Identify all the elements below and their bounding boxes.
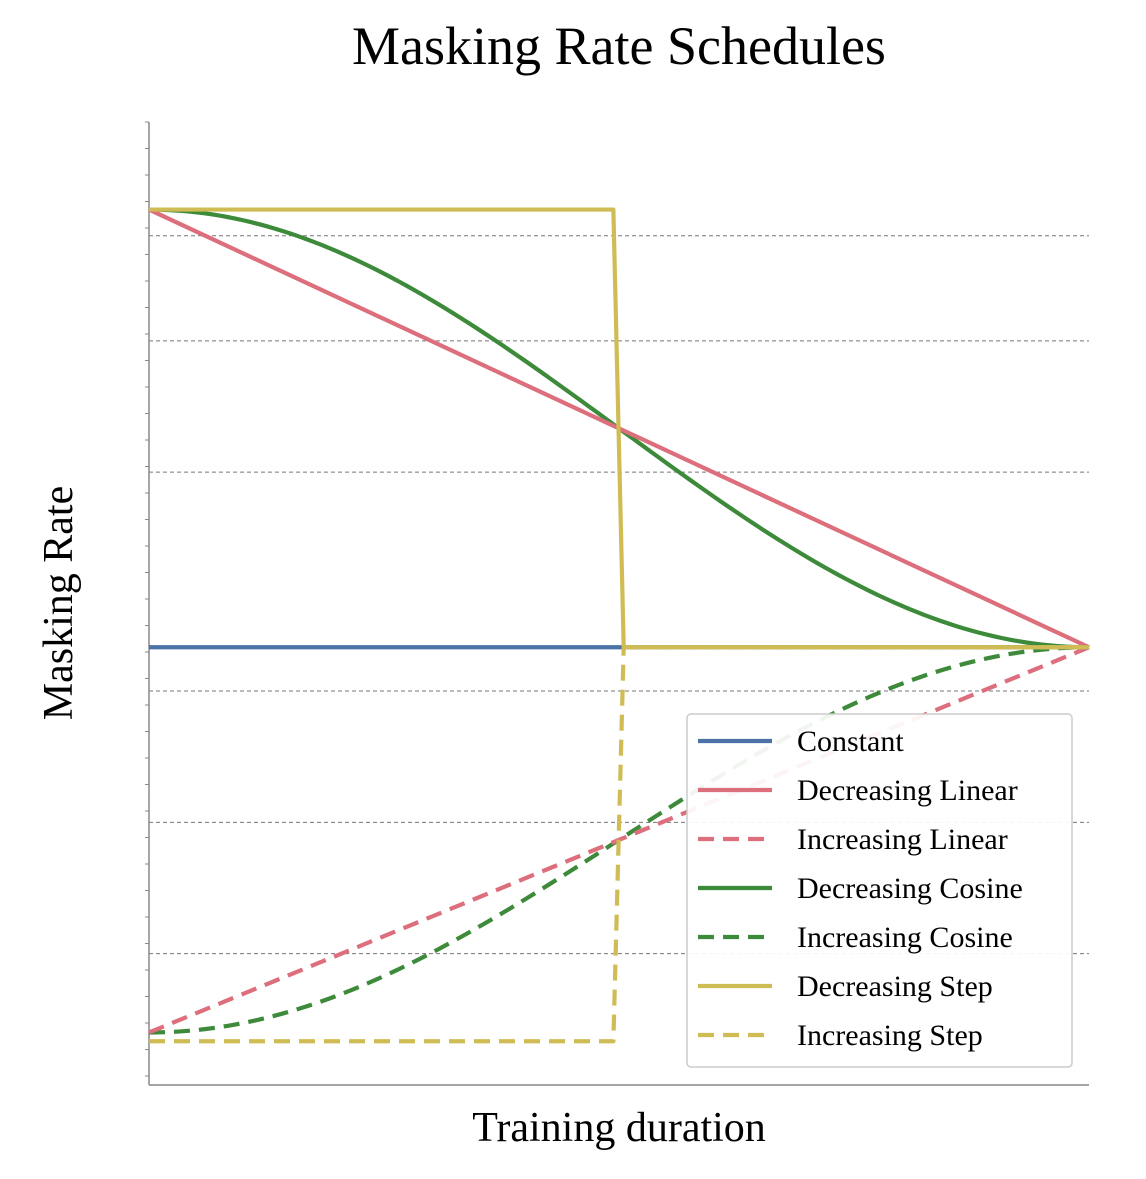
series-decreasing-step [149,207,1089,650]
legend-label-increasing-step: Increasing Step [797,1019,983,1052]
legend-box [686,713,1073,1068]
series-increasing-step [149,645,1089,1044]
legend-label-decreasing-cosine: Decreasing Cosine [797,872,1023,905]
legend-label-constant: Constant [797,725,904,758]
legend-label-decreasing-step: Decreasing Step [797,970,993,1003]
series-layer [148,207,1090,1044]
y-axis-label: Masking Rate [36,486,82,720]
legend: Constant Decreasing Linear Increasing Line… [686,713,1073,1068]
legend-label-decreasing-linear: Decreasing Linear [797,774,1018,807]
x-axis-label: Training duration [472,1105,766,1151]
legend-label-increasing-cosine: Increasing Cosine [797,921,1013,954]
legend-label-increasing-linear: Increasing Linear [797,823,1008,856]
chart-title: Masking Rate Schedules [352,16,886,76]
